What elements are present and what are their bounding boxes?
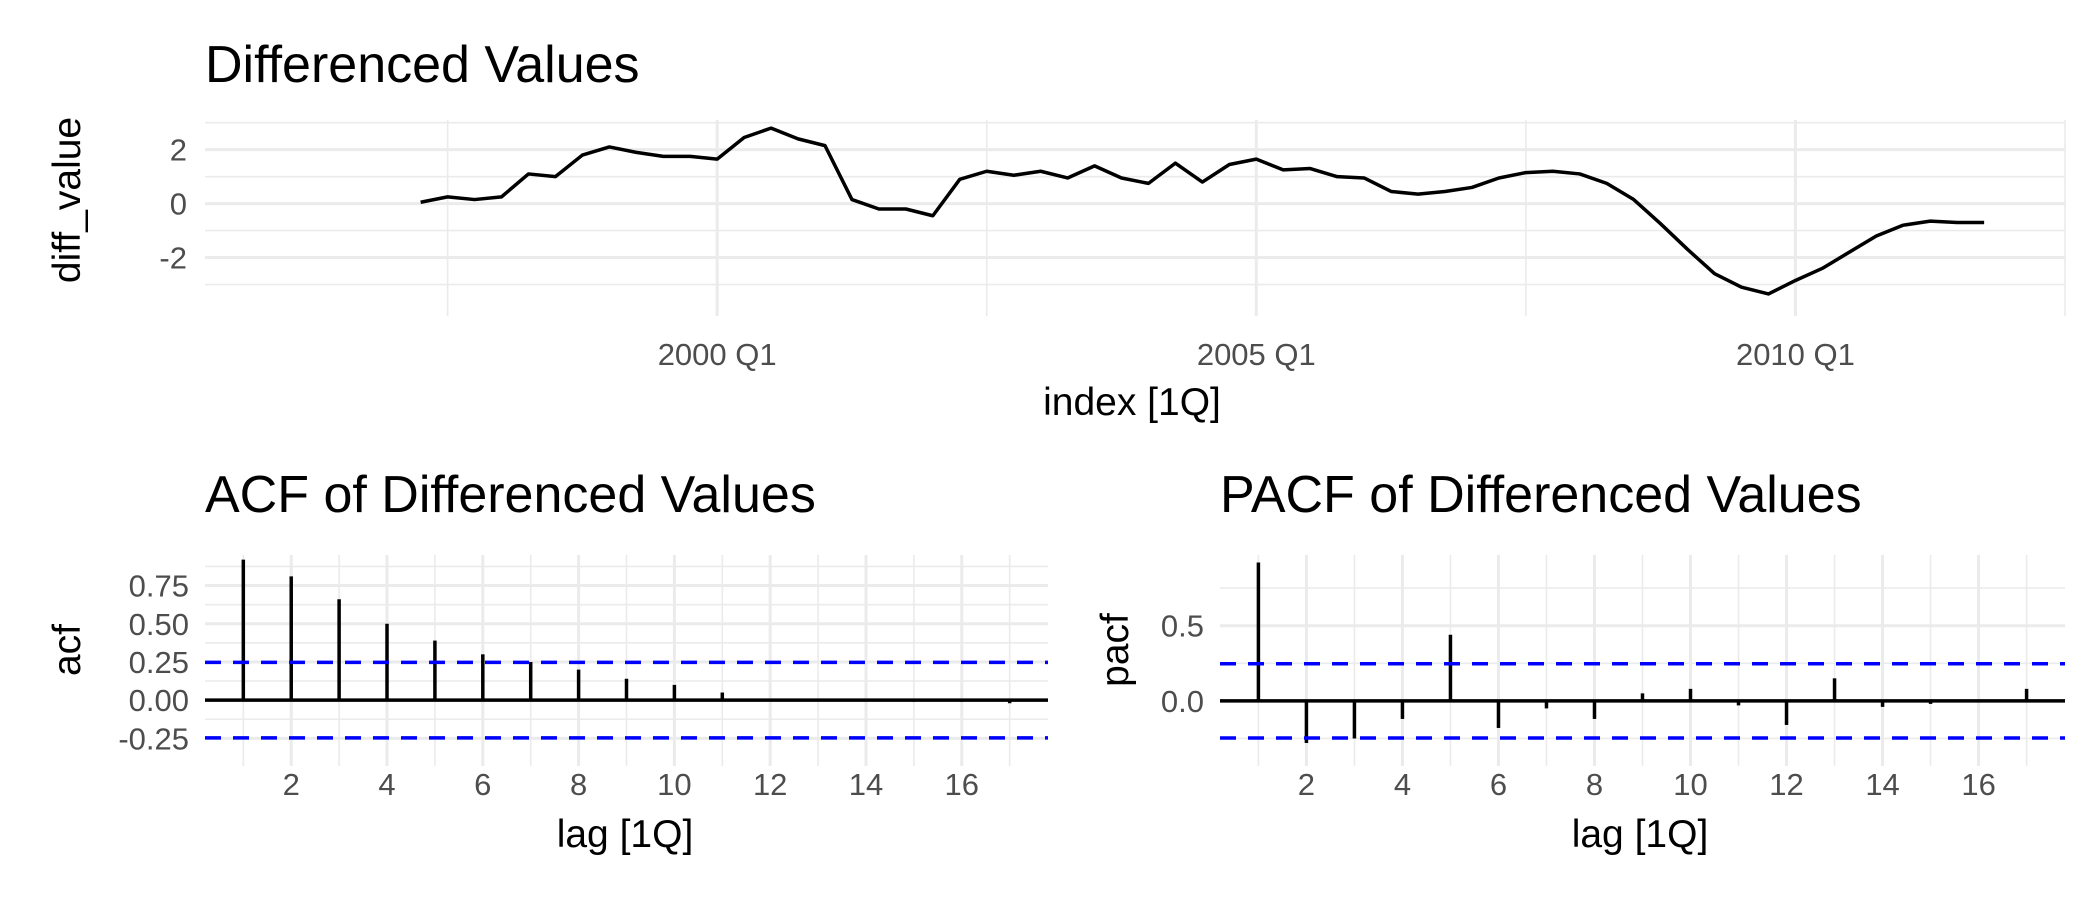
series-line — [420, 126, 1985, 296]
y-tick-label: 0.00 — [129, 683, 189, 718]
series-line-group — [420, 126, 1985, 296]
y-axis-label-acf: acf — [46, 624, 89, 676]
x-tick-label: 10 — [657, 767, 691, 802]
y-tick-label: 0.0 — [1161, 684, 1204, 719]
y-axis-label-diff-value: diff_value — [46, 117, 89, 283]
grid — [205, 120, 2066, 316]
x-tick-label: 8 — [570, 767, 587, 802]
y-tick-label: 0 — [170, 187, 187, 222]
pacf-bars-group — [1220, 562, 2065, 743]
x-tick-label: 12 — [1769, 767, 1803, 802]
y-tick-label: -0.25 — [118, 721, 189, 756]
x-axis-label-index: index [1Q] — [1043, 381, 1221, 424]
x-tick-label: 16 — [1961, 767, 1995, 802]
y-tick-labels: 0.5 0.0 — [1161, 609, 1204, 719]
x-axis-label-lag: lag [1Q] — [557, 813, 694, 856]
x-tick-label: 4 — [378, 767, 395, 802]
x-tick-label: 12 — [753, 767, 787, 802]
x-tick-label: 2 — [283, 767, 300, 802]
x-tick-labels: 2000 Q1 2005 Q1 2010 Q1 — [658, 337, 1855, 372]
y-tick-label: 0.25 — [129, 645, 189, 680]
y-tick-labels: 2 0 -2 — [159, 133, 187, 276]
chart-title-acf: ACF of Differenced Values — [205, 466, 816, 524]
y-tick-label: 2 — [170, 133, 187, 168]
y-tick-label: 0.75 — [129, 569, 189, 604]
x-tick-labels: 2 4 6 8 10 12 14 16 — [1298, 767, 1996, 802]
x-tick-label: 16 — [945, 767, 979, 802]
x-tick-label: 2000 Q1 — [658, 337, 777, 372]
x-tick-label: 14 — [849, 767, 883, 802]
panel-differenced-values: Differenced Values diff_value index [1Q]… — [46, 36, 2066, 424]
y-tick-label: -2 — [159, 241, 187, 276]
y-tick-labels: 0.75 0.50 0.25 0.00 -0.25 — [118, 569, 189, 757]
x-axis-label-lag: lag [1Q] — [1572, 813, 1709, 856]
x-tick-label: 14 — [1865, 767, 1899, 802]
panel-acf: ACF of Differenced Values acf lag [1Q] 0… — [46, 466, 1048, 856]
x-tick-label: 6 — [474, 767, 491, 802]
panel-pacf: PACF of Differenced Values pacf lag [1Q]… — [1094, 466, 2065, 856]
x-tick-labels: 2 4 6 8 10 12 14 16 — [283, 767, 979, 802]
y-tick-label: 0.5 — [1161, 609, 1204, 644]
x-tick-label: 4 — [1394, 767, 1411, 802]
x-tick-label: 8 — [1586, 767, 1603, 802]
chart-title-pacf: PACF of Differenced Values — [1220, 466, 1862, 524]
acf-bars-group — [205, 559, 1048, 740]
x-tick-label: 2 — [1298, 767, 1315, 802]
x-tick-label: 10 — [1673, 767, 1707, 802]
x-tick-label: 2005 Q1 — [1197, 337, 1316, 372]
y-tick-label: 0.50 — [129, 607, 189, 642]
y-axis-label-pacf: pacf — [1094, 613, 1137, 687]
chart-title-differenced-values: Differenced Values — [205, 36, 640, 94]
x-tick-label: 2010 Q1 — [1736, 337, 1855, 372]
x-tick-label: 6 — [1490, 767, 1507, 802]
